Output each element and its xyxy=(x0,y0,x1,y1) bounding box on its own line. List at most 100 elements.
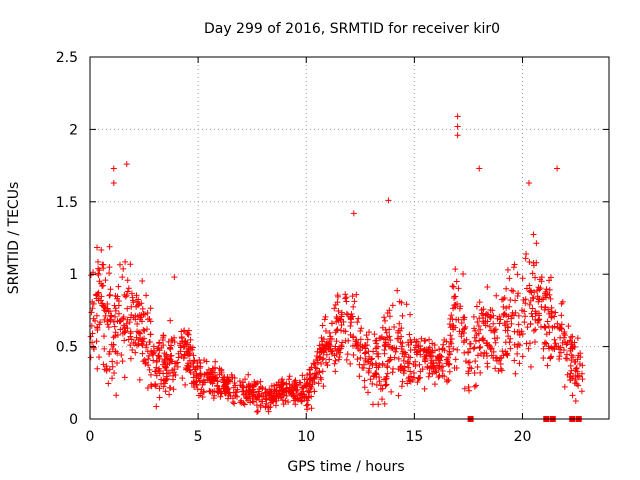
data-point xyxy=(538,278,545,285)
data-point xyxy=(354,356,361,363)
data-point xyxy=(101,304,108,311)
data-point xyxy=(208,377,215,384)
data-point xyxy=(183,366,190,373)
data-point xyxy=(322,327,329,334)
data-point xyxy=(445,361,452,368)
data-point xyxy=(477,326,484,333)
data-point xyxy=(146,338,153,345)
data-point xyxy=(147,371,154,378)
data-point xyxy=(267,388,274,395)
data-point xyxy=(514,271,521,278)
x-tick-label: 20 xyxy=(514,429,532,445)
data-point xyxy=(482,322,489,329)
data-point xyxy=(465,370,472,377)
data-point xyxy=(493,292,500,299)
data-point xyxy=(87,333,94,340)
data-point xyxy=(385,197,392,204)
data-point xyxy=(102,277,109,284)
data-point xyxy=(439,367,446,374)
data-point xyxy=(502,322,509,329)
data-point xyxy=(127,261,134,268)
data-point xyxy=(363,332,370,339)
data-point xyxy=(398,363,405,370)
data-point xyxy=(474,364,481,371)
data-point xyxy=(127,328,134,335)
data-point xyxy=(502,339,509,346)
data-point xyxy=(526,282,533,289)
data-point xyxy=(257,378,264,385)
data-point xyxy=(353,336,360,343)
data-point xyxy=(342,295,349,302)
data-point xyxy=(190,352,197,359)
data-point xyxy=(536,286,543,293)
data-point xyxy=(262,386,269,393)
data-point xyxy=(526,301,533,308)
data-points xyxy=(87,113,586,422)
data-point xyxy=(413,349,420,356)
data-point xyxy=(357,327,364,334)
data-point xyxy=(516,360,523,367)
data-point xyxy=(546,310,553,317)
data-point xyxy=(120,314,127,321)
data-point xyxy=(500,303,507,310)
data-point xyxy=(259,385,266,392)
data-point xyxy=(308,405,315,412)
y-tick-label: 2.5 xyxy=(56,50,78,66)
data-point xyxy=(482,312,489,319)
data-point xyxy=(305,388,312,395)
data-point xyxy=(386,307,393,314)
data-point xyxy=(522,313,529,320)
data-point xyxy=(569,375,576,382)
data-point xyxy=(474,352,481,359)
data-point xyxy=(465,349,472,356)
data-point xyxy=(381,314,388,321)
data-point xyxy=(542,304,549,311)
data-point xyxy=(291,392,298,399)
data-point xyxy=(451,302,458,309)
plot-frame xyxy=(89,56,610,420)
data-point xyxy=(416,361,423,368)
data-point xyxy=(120,322,127,329)
data-point xyxy=(303,383,310,390)
data-point xyxy=(300,393,307,400)
data-point xyxy=(322,313,329,320)
data-point xyxy=(170,372,177,379)
data-point xyxy=(471,344,478,351)
data-point xyxy=(395,392,402,399)
data-point xyxy=(320,355,327,362)
data-point xyxy=(477,344,484,351)
data-point xyxy=(138,312,145,319)
data-point xyxy=(101,345,108,352)
data-point xyxy=(430,364,437,371)
data-point xyxy=(502,348,509,355)
data-point xyxy=(209,373,216,380)
data-point xyxy=(285,399,292,406)
data-point xyxy=(334,293,341,300)
data-point xyxy=(162,388,169,395)
data-point xyxy=(121,329,128,336)
data-point xyxy=(297,379,304,386)
data-point xyxy=(351,298,358,305)
data-point xyxy=(471,334,478,341)
data-point xyxy=(224,386,231,393)
data-point xyxy=(516,332,523,339)
data-point xyxy=(530,262,537,269)
data-point xyxy=(492,326,499,333)
data-point xyxy=(380,335,387,342)
data-point xyxy=(335,317,342,324)
data-point xyxy=(222,390,229,397)
data-point xyxy=(112,305,119,312)
data-point xyxy=(294,391,301,398)
data-point xyxy=(431,381,438,388)
data-point xyxy=(290,387,297,394)
data-point xyxy=(364,336,371,343)
data-point xyxy=(428,357,435,364)
data-point xyxy=(574,372,581,379)
data-point xyxy=(527,320,534,327)
data-point xyxy=(426,370,433,377)
data-point xyxy=(347,331,354,338)
data-point xyxy=(420,347,427,354)
data-point xyxy=(326,356,333,363)
data-point xyxy=(90,315,97,322)
data-point xyxy=(95,265,102,272)
